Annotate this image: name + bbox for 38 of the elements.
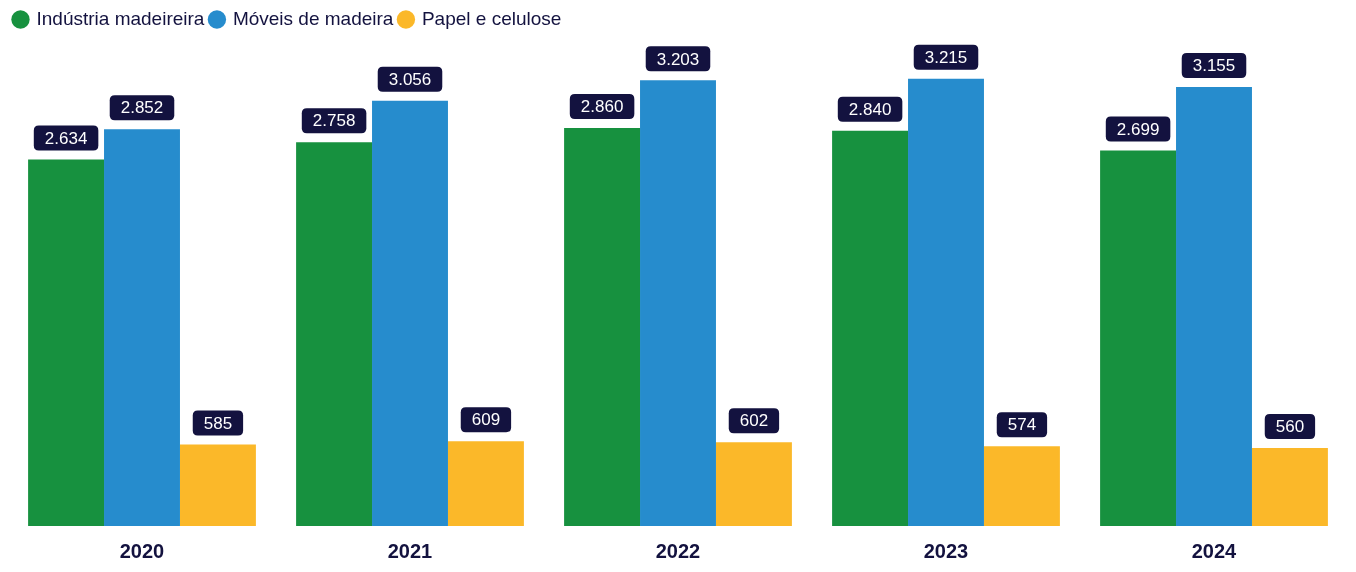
x-tick-label: 2022 (655, 539, 701, 562)
data-label: 574 (1007, 415, 1037, 435)
bar (715, 442, 792, 526)
bar (104, 129, 180, 526)
data-label: 3.203 (656, 49, 700, 69)
bar (640, 80, 716, 526)
data-label: 609 (471, 410, 501, 430)
bar (28, 159, 105, 526)
bar (1251, 448, 1328, 526)
legend-label: Móveis de madeira (232, 7, 394, 29)
x-tick-label: 2020 (119, 539, 165, 562)
bar (832, 130, 909, 526)
legend-label: Indústria madeireira (36, 7, 205, 29)
data-label: 560 (1275, 417, 1305, 437)
bar (983, 446, 1060, 526)
bar (1176, 87, 1252, 526)
legend-label: Papel e celulose (421, 7, 562, 29)
data-label: 2.840 (848, 100, 892, 120)
bar (908, 78, 984, 526)
x-tick-label: 2024 (1191, 539, 1238, 562)
x-tick-label: 2021 (387, 539, 433, 562)
bar (179, 444, 256, 526)
bar (1100, 150, 1177, 526)
data-label: 2.634 (44, 128, 88, 148)
bar (296, 142, 373, 526)
data-label: 602 (739, 411, 769, 431)
data-label: 2.699 (1116, 119, 1160, 139)
data-label: 3.155 (1192, 56, 1236, 76)
data-label: 3.215 (924, 47, 968, 67)
bar (564, 128, 641, 526)
x-tick-label: 2023 (923, 539, 969, 562)
data-label: 585 (203, 413, 233, 433)
data-label: 3.056 (388, 69, 432, 89)
data-label: 2.852 (120, 98, 164, 118)
data-label: 2.758 (312, 111, 356, 131)
bar (372, 100, 448, 526)
data-label: 2.860 (580, 97, 624, 117)
bar (447, 441, 524, 526)
